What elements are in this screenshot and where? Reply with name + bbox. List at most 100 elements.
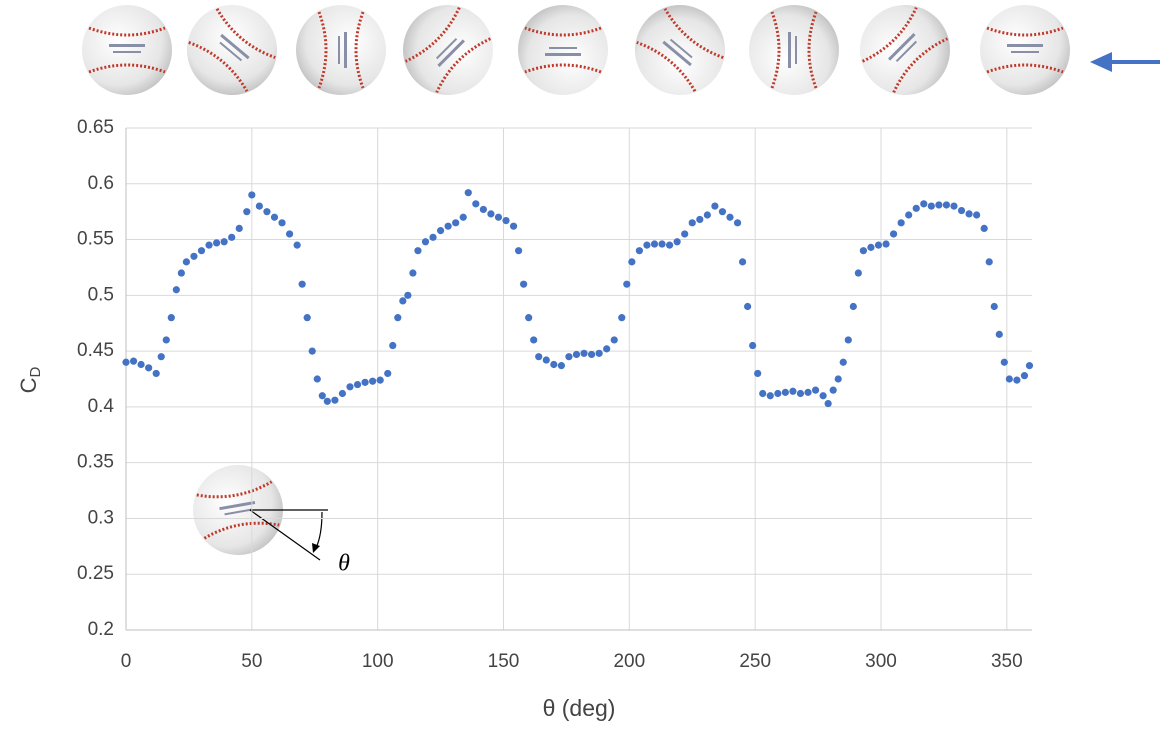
data-point	[749, 341, 757, 350]
data-point	[985, 258, 993, 266]
data-point	[331, 396, 339, 404]
data-point	[394, 314, 402, 322]
data-point	[920, 200, 928, 208]
data-point	[703, 211, 711, 219]
y-tick-label: 0.25	[77, 563, 114, 584]
data-point	[623, 280, 631, 288]
data-point	[789, 387, 797, 395]
data-point	[308, 347, 316, 355]
data-point	[384, 369, 392, 378]
y-tick-label: 0.45	[77, 340, 114, 361]
y-tick-label: 0.65	[77, 117, 114, 138]
data-point	[844, 336, 852, 344]
data-point	[889, 230, 898, 238]
data-point	[1020, 372, 1029, 380]
data-point	[243, 208, 251, 216]
x-axis-label: θ (deg)	[543, 695, 616, 721]
annotation: θ	[338, 551, 350, 577]
data-point	[766, 392, 774, 400]
data-point	[205, 241, 213, 249]
data-point	[618, 314, 626, 322]
data-point	[572, 350, 581, 359]
y-tick-label: 0.55	[77, 229, 114, 250]
data-point	[726, 213, 734, 221]
data-point	[429, 233, 437, 241]
data-point	[610, 336, 618, 344]
data-point	[436, 227, 445, 235]
x-tick-label: 200	[613, 651, 645, 672]
y-tick-label: 0.4	[88, 396, 115, 417]
x-tick-label: 0	[121, 651, 132, 672]
y-axis-label: CD	[16, 366, 44, 393]
y-tick-label: 0.5	[88, 284, 114, 305]
data-point	[318, 392, 326, 400]
data-point	[399, 297, 407, 305]
data-point	[834, 375, 842, 383]
y-axis-label-main: C	[16, 377, 41, 393]
data-point	[681, 230, 689, 238]
data-point	[696, 215, 704, 224]
data-point	[542, 356, 550, 364]
data-point	[738, 258, 747, 266]
data-point	[603, 345, 611, 353]
data-point	[587, 350, 596, 359]
data-point	[965, 210, 973, 218]
data-point	[905, 211, 913, 219]
data-point	[754, 369, 762, 378]
data-point	[628, 258, 636, 266]
data-point	[643, 241, 651, 249]
data-point	[404, 291, 412, 299]
data-point	[515, 247, 523, 255]
data-point	[278, 219, 286, 227]
data-point	[829, 386, 837, 394]
x-tick-label: 50	[241, 651, 262, 672]
data-point	[459, 213, 467, 221]
data-point	[897, 219, 905, 227]
data-point	[811, 386, 820, 394]
data-point	[414, 247, 422, 255]
data-point	[182, 258, 190, 266]
data-point	[167, 314, 175, 322]
data-point	[409, 269, 417, 277]
data-point	[711, 202, 719, 210]
data-point	[927, 202, 935, 210]
data-point	[369, 377, 377, 385]
data-point	[338, 389, 347, 398]
data-point	[688, 219, 696, 227]
data-point	[819, 392, 827, 400]
data-point	[122, 358, 130, 366]
data-point	[464, 189, 472, 197]
data-point	[804, 388, 812, 396]
data-point	[172, 286, 180, 294]
data-point	[950, 202, 958, 210]
data-point	[882, 240, 890, 248]
y-axis-label-sub: D	[27, 366, 44, 377]
data-point	[235, 224, 243, 232]
data-point	[157, 353, 165, 361]
data-point	[912, 204, 920, 212]
x-tick-label: 150	[488, 651, 520, 672]
data-point	[152, 369, 160, 378]
data-point	[849, 302, 857, 311]
data-point	[502, 216, 510, 225]
data-point	[854, 269, 862, 277]
data-point	[353, 380, 362, 389]
data-point	[718, 208, 727, 216]
data-point	[550, 360, 558, 369]
data-point	[635, 247, 644, 255]
data-point	[995, 330, 1003, 338]
data-point	[980, 224, 988, 232]
data-point	[990, 302, 998, 311]
data-point	[557, 362, 565, 370]
data-point	[1005, 375, 1013, 383]
data-point	[839, 358, 847, 366]
data-point	[303, 314, 311, 322]
x-tick-label: 100	[362, 651, 394, 672]
data-point	[129, 357, 138, 365]
data-point	[162, 336, 170, 344]
data-point	[220, 238, 228, 246]
data-point	[298, 280, 306, 288]
data-point	[781, 388, 789, 396]
